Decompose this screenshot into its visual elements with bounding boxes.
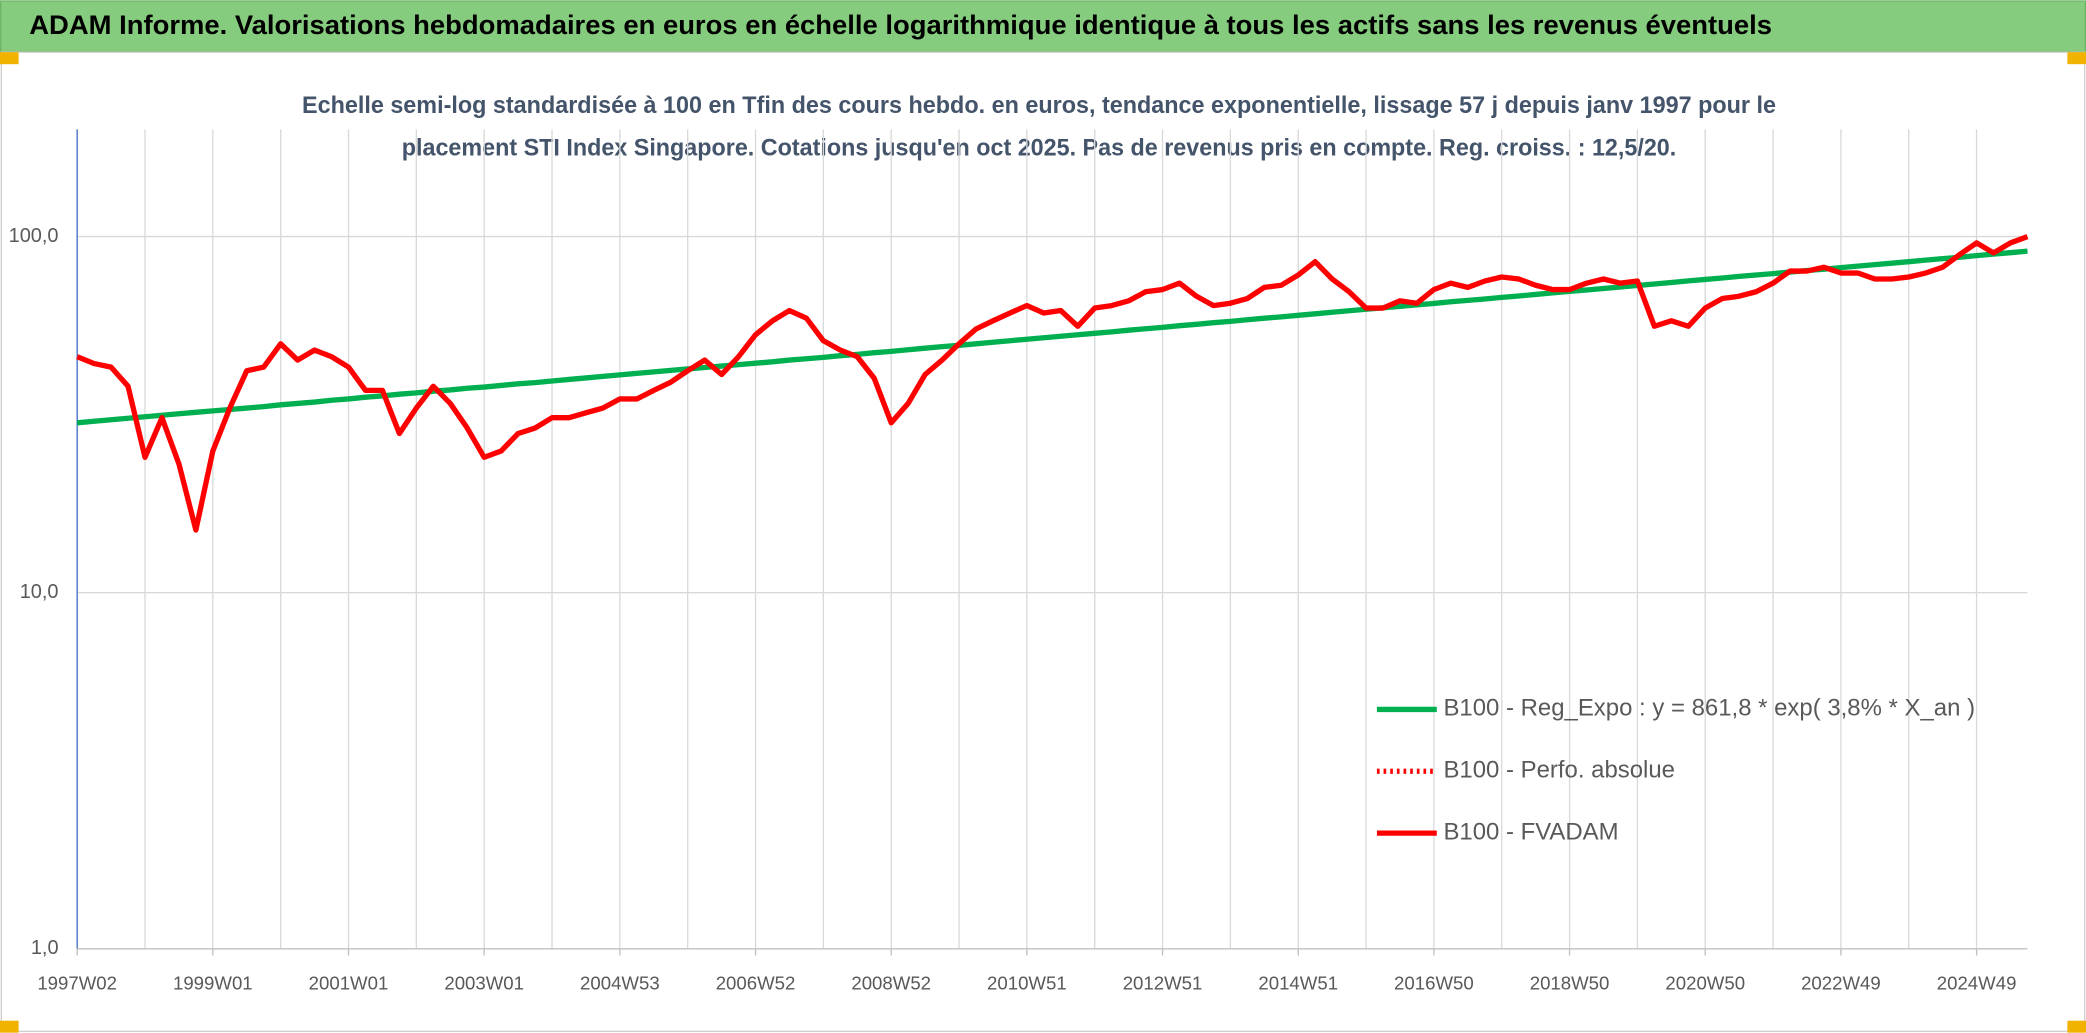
y-tick-label: 1,0 [31, 937, 59, 959]
chart-subtitle: Echelle semi-log standardisée à 100 en T… [302, 92, 1776, 119]
legend-label: B100 - Perfo. absolue [1443, 757, 1675, 784]
x-tick-label: 1997W02 [37, 973, 117, 994]
x-tick-label: 2022W49 [1801, 973, 1881, 994]
legend-label: B100 - Reg_Expo : y = 861,8 * exp( 3,8% … [1443, 695, 1975, 722]
x-tick-label: 2006W52 [716, 973, 796, 994]
x-tick-label: 2004W53 [580, 973, 660, 994]
frame [0, 51, 2086, 1033]
x-tick-label: 2008W52 [851, 973, 931, 994]
x-tick-label: 2018W50 [1530, 973, 1610, 994]
header-bar [0, 0, 2086, 53]
chart-subtitle: placement STI Index Singapore. Cotations… [402, 135, 1676, 162]
x-tick-label: 2014W51 [1258, 973, 1338, 994]
corner [2067, 52, 2086, 65]
y-tick-label: 100,0 [9, 225, 59, 247]
x-tick-label: 2010W51 [987, 973, 1067, 994]
x-tick-label: 2020W50 [1665, 973, 1745, 994]
series-line [76, 248, 2028, 426]
corner [0, 1020, 19, 1033]
corner [0, 52, 19, 65]
plot [76, 234, 2029, 533]
x-tick-label: 2024W49 [1937, 973, 2017, 994]
x-tick-label: 1999W01 [173, 973, 253, 994]
series-line [76, 234, 2029, 533]
x-tick-label: 2001W01 [309, 973, 389, 994]
corner [2067, 1020, 2086, 1033]
x-tick-label: 2016W50 [1394, 973, 1474, 994]
x-tick-label: 2003W01 [444, 973, 524, 994]
legend: B100 - Reg_Expo : y = 861,8 * exp( 3,8% … [1376, 695, 1975, 845]
grid: 1,0 10,0 100,0 1997W02 1999W01 2001W01 2003W01… [9, 129, 2028, 994]
chart-title: ADAM Informe. Valorisations hebdomadaire… [29, 10, 1772, 40]
legend-label: B100 - FVADAM [1443, 818, 1618, 845]
x-tick-label: 2012W51 [1123, 973, 1203, 994]
y-tick-label: 10,0 [20, 581, 59, 603]
